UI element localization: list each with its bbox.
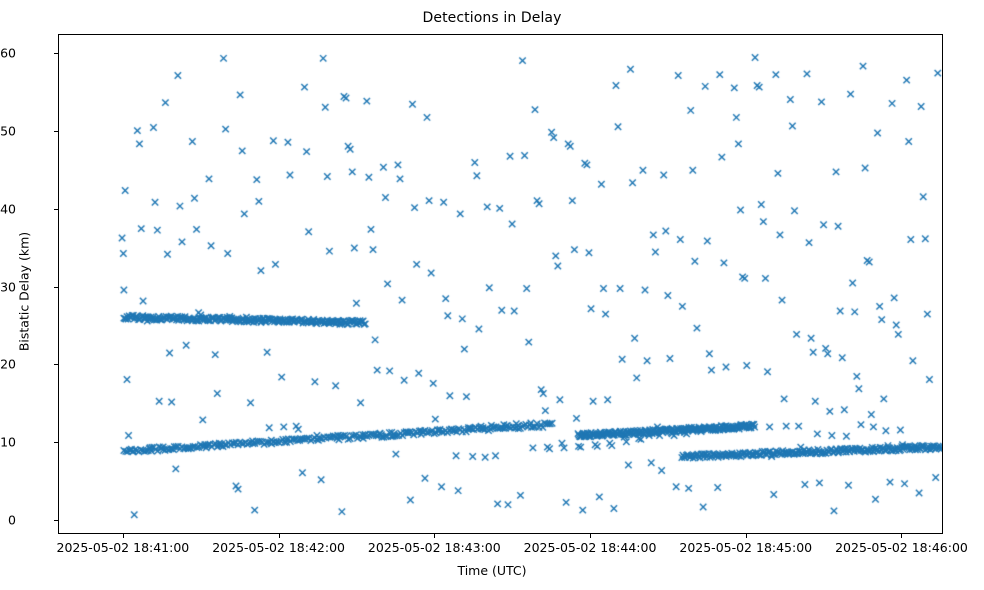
y-tick-mark	[54, 286, 58, 288]
y-tick-mark	[54, 520, 58, 521]
x-tick-label: 2025-05-02 18:43:00	[367, 540, 501, 555]
plot-axes	[58, 34, 943, 534]
x-tick-label: 2025-05-02 18:45:00	[679, 540, 813, 555]
y-tick-label: 10	[0, 434, 16, 450]
y-tick-label: 30	[0, 279, 16, 295]
y-tick-label: 60	[0, 45, 16, 61]
y-axis-label: Bistatic Delay (km)	[16, 231, 32, 352]
x-tick-mark	[434, 534, 436, 538]
x-tick-label: 2025-05-02 18:46:00	[835, 540, 968, 555]
y-tick-label: 0	[8, 512, 16, 528]
y-tick-mark	[54, 53, 58, 55]
scatter-markers	[59, 35, 942, 533]
x-tick-label: 2025-05-02 18:42:00	[212, 540, 345, 555]
scatter-plot-area	[59, 35, 942, 533]
x-tick-mark	[901, 534, 903, 538]
y-tick-label: 50	[0, 123, 16, 139]
x-tick-label: 2025-05-02 18:44:00	[523, 540, 657, 555]
chart-title: Detections in Delay	[422, 10, 562, 26]
y-tick-label: 20	[0, 356, 16, 372]
x-tick-mark	[122, 534, 124, 538]
y-tick-mark	[54, 208, 58, 210]
y-tick-mark	[54, 364, 58, 366]
y-tick-label: 40	[0, 201, 16, 217]
y-tick-mark	[54, 442, 58, 444]
y-tick-mark	[54, 131, 58, 133]
x-tick-label: 2025-05-02 18:41:00	[56, 540, 190, 555]
x-tick-mark	[745, 534, 747, 538]
x-tick-mark	[278, 534, 280, 538]
x-tick-mark	[590, 534, 592, 538]
x-axis-label: Time (UTC)	[457, 563, 527, 578]
